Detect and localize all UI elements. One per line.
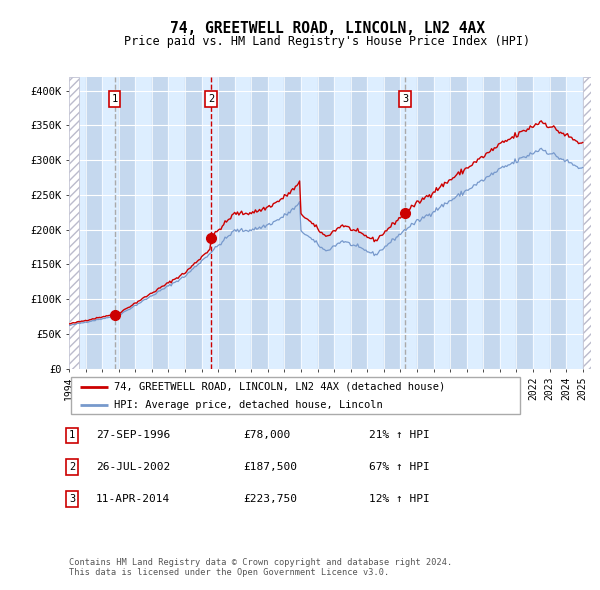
Text: HPI: Average price, detached house, Lincoln: HPI: Average price, detached house, Linc… <box>115 400 383 410</box>
Text: 11-APR-2014: 11-APR-2014 <box>96 494 170 504</box>
Text: 67% ↑ HPI: 67% ↑ HPI <box>369 463 430 472</box>
Bar <box>384 77 400 369</box>
Text: 12% ↑ HPI: 12% ↑ HPI <box>369 494 430 504</box>
Bar <box>400 77 417 369</box>
Bar <box>152 77 169 369</box>
Bar <box>235 77 251 369</box>
Bar <box>119 77 135 369</box>
Bar <box>517 77 533 369</box>
Bar <box>284 77 301 369</box>
Text: 74, GREETWELL ROAD, LINCOLN, LN2 4AX: 74, GREETWELL ROAD, LINCOLN, LN2 4AX <box>170 21 485 35</box>
Bar <box>135 77 152 369</box>
Bar <box>500 77 517 369</box>
Bar <box>417 77 434 369</box>
FancyBboxPatch shape <box>71 378 520 414</box>
Bar <box>467 77 483 369</box>
Text: 2: 2 <box>69 463 75 472</box>
Bar <box>102 77 119 369</box>
Text: 1: 1 <box>112 94 118 104</box>
Bar <box>69 77 79 369</box>
Text: £78,000: £78,000 <box>243 431 290 440</box>
Text: Contains HM Land Registry data © Crown copyright and database right 2024.
This d: Contains HM Land Registry data © Crown c… <box>69 558 452 577</box>
Bar <box>86 77 102 369</box>
Text: 3: 3 <box>69 494 75 504</box>
Bar <box>317 77 334 369</box>
Bar <box>450 77 467 369</box>
Text: 21% ↑ HPI: 21% ↑ HPI <box>369 431 430 440</box>
Text: 27-SEP-1996: 27-SEP-1996 <box>96 431 170 440</box>
Bar <box>583 77 591 369</box>
Bar <box>301 77 317 369</box>
Bar <box>367 77 384 369</box>
Text: 2: 2 <box>208 94 214 104</box>
Text: 3: 3 <box>402 94 408 104</box>
Bar <box>169 77 185 369</box>
Bar <box>351 77 367 369</box>
Bar <box>218 77 235 369</box>
Bar <box>566 77 583 369</box>
Bar <box>185 77 202 369</box>
Text: £223,750: £223,750 <box>243 494 297 504</box>
Text: £187,500: £187,500 <box>243 463 297 472</box>
Bar <box>550 77 566 369</box>
Bar <box>334 77 351 369</box>
Text: 26-JUL-2002: 26-JUL-2002 <box>96 463 170 472</box>
Bar <box>533 77 550 369</box>
Bar <box>483 77 500 369</box>
Bar <box>69 77 86 369</box>
Bar <box>268 77 284 369</box>
Text: Price paid vs. HM Land Registry's House Price Index (HPI): Price paid vs. HM Land Registry's House … <box>124 35 530 48</box>
Bar <box>583 77 591 369</box>
Text: 1: 1 <box>69 431 75 440</box>
Bar <box>202 77 218 369</box>
Bar <box>251 77 268 369</box>
Text: 74, GREETWELL ROAD, LINCOLN, LN2 4AX (detached house): 74, GREETWELL ROAD, LINCOLN, LN2 4AX (de… <box>115 382 446 392</box>
Bar <box>434 77 450 369</box>
